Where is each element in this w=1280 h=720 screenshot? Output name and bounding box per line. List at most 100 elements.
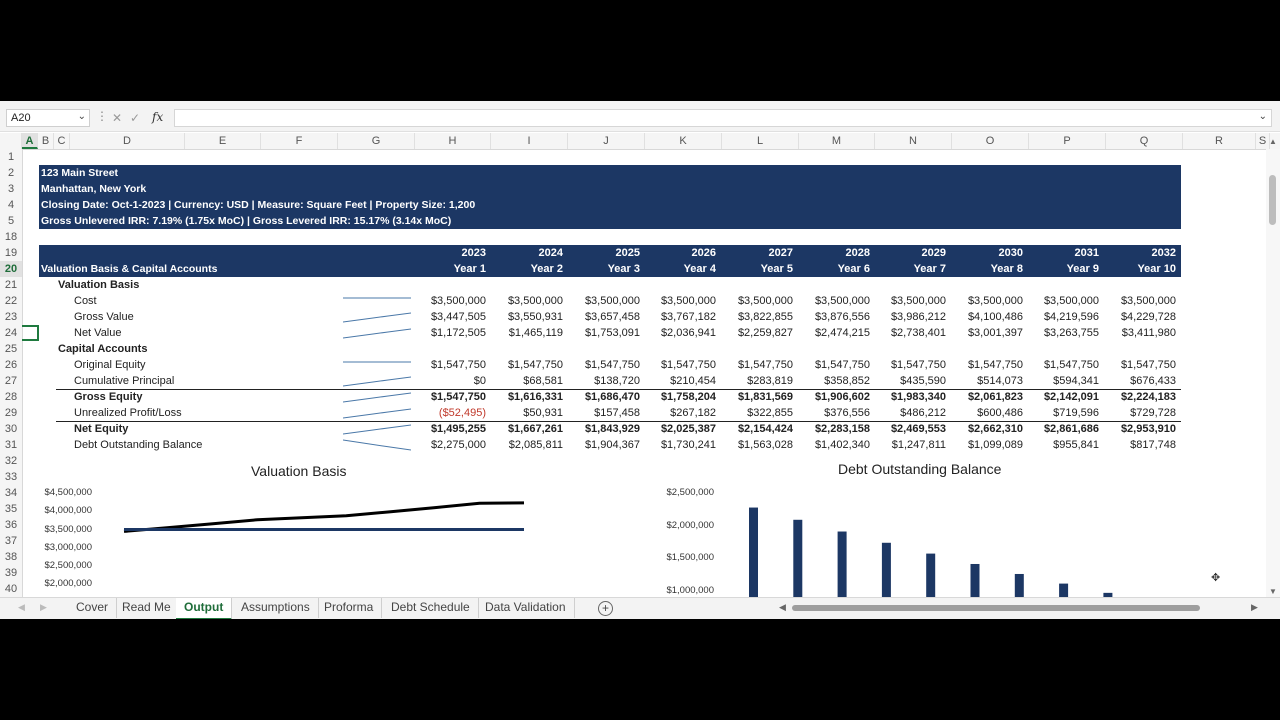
table-cell[interactable]: $50,931	[523, 407, 563, 419]
table-cell[interactable]: $3,500,000	[430, 295, 486, 307]
table-cell[interactable]: $1,172,505	[430, 327, 486, 339]
table-cell[interactable]: $2,275,000	[430, 439, 486, 451]
table-cell[interactable]: $210,454	[670, 375, 716, 387]
table-cell[interactable]: $2,662,310	[967, 423, 1023, 435]
table-cell[interactable]: $1,547,750	[660, 359, 716, 371]
column-header-r[interactable]: R	[1183, 133, 1256, 149]
table-cell[interactable]: $1,547,750	[430, 391, 486, 403]
table-cell[interactable]: $2,085,811	[508, 439, 563, 451]
table-cell[interactable]: $1,730,241	[660, 439, 716, 451]
tab-cover[interactable]: Cover	[68, 598, 118, 618]
table-cell[interactable]: $376,556	[824, 407, 870, 419]
table-cell[interactable]: $1,247,811	[891, 439, 946, 451]
row-header-21[interactable]: 21	[4, 279, 18, 291]
column-header-o[interactable]: O	[952, 133, 1029, 149]
table-cell[interactable]: $3,500,000	[1043, 295, 1099, 307]
expand-formula-icon[interactable]: ⌄	[1258, 111, 1267, 122]
table-cell[interactable]: $1,983,340	[890, 391, 946, 403]
scroll-up-icon[interactable]: ▲	[1269, 137, 1277, 146]
table-cell[interactable]: $138,720	[594, 375, 640, 387]
row-header-3[interactable]: 3	[7, 183, 15, 195]
table-cell[interactable]: $594,341	[1053, 375, 1099, 387]
add-sheet-icon[interactable]: +	[598, 601, 613, 616]
row-header-22[interactable]: 22	[4, 295, 18, 307]
formula-input[interactable]: ⌄	[174, 109, 1272, 127]
bar[interactable]	[793, 519, 803, 597]
table-cell[interactable]: $817,748	[1130, 439, 1176, 451]
row-header-35[interactable]: 35	[4, 503, 18, 515]
table-cell[interactable]: $2,861,686	[1043, 423, 1099, 435]
chevron-down-icon[interactable]: ⌄	[77, 111, 86, 122]
table-cell[interactable]: $322,855	[747, 407, 793, 419]
tab-read-me[interactable]: Read Me	[114, 598, 180, 618]
table-cell[interactable]: $2,036,941	[660, 327, 716, 339]
table-cell[interactable]: $1,667,261	[507, 423, 563, 435]
table-cell[interactable]: $2,154,424	[737, 423, 793, 435]
table-cell[interactable]: $1,099,089	[967, 439, 1023, 451]
table-cell[interactable]: $3,500,000	[660, 295, 716, 307]
table-cell[interactable]: $2,259,827	[737, 327, 793, 339]
table-cell[interactable]: $600,486	[977, 407, 1023, 419]
table-cell[interactable]: $3,876,556	[814, 311, 870, 323]
table-cell[interactable]: $157,458	[594, 407, 640, 419]
table-cell[interactable]: $955,841	[1053, 439, 1099, 451]
row-header-31[interactable]: 31	[4, 439, 18, 451]
table-cell[interactable]: $2,953,910	[1120, 423, 1176, 435]
row-header-39[interactable]: 39	[4, 567, 18, 579]
table-cell[interactable]: $3,657,458	[584, 311, 640, 323]
table-cell[interactable]: $2,738,401	[890, 327, 946, 339]
row-header-19[interactable]: 19	[4, 247, 18, 259]
table-cell[interactable]: $1,547,750	[967, 359, 1023, 371]
table-cell[interactable]: $3,500,000	[967, 295, 1023, 307]
table-cell[interactable]: $1,616,331	[507, 391, 563, 403]
table-cell[interactable]: ($52,495)	[438, 407, 486, 419]
table-cell[interactable]: $486,212	[900, 407, 946, 419]
column-header-c[interactable]: C	[54, 133, 70, 149]
table-cell[interactable]: $719,596	[1053, 407, 1099, 419]
table-cell[interactable]: $1,402,340	[814, 439, 870, 451]
table-cell[interactable]: $1,495,255	[430, 423, 486, 435]
vertical-scroll-thumb[interactable]	[1269, 175, 1276, 225]
selected-cell[interactable]	[22, 325, 39, 341]
table-cell[interactable]: $3,500,000	[1120, 295, 1176, 307]
table-cell[interactable]: $676,433	[1130, 375, 1176, 387]
table-cell[interactable]: $1,547,750	[1043, 359, 1099, 371]
column-header-a[interactable]: A	[22, 133, 38, 149]
row-header-26[interactable]: 26	[4, 359, 18, 371]
table-cell[interactable]: $2,283,158	[814, 423, 870, 435]
table-cell[interactable]: $1,547,750	[430, 359, 486, 371]
table-cell[interactable]: $1,906,602	[814, 391, 870, 403]
table-cell[interactable]: $1,843,929	[584, 423, 640, 435]
table-cell[interactable]: $3,500,000	[584, 295, 640, 307]
horizontal-scrollbar[interactable]	[790, 603, 1260, 613]
row-header-36[interactable]: 36	[4, 519, 18, 531]
table-cell[interactable]: $729,728	[1130, 407, 1176, 419]
bar[interactable]	[1059, 583, 1069, 597]
column-header-j[interactable]: J	[568, 133, 645, 149]
horizontal-scroll-thumb[interactable]	[792, 605, 1200, 611]
column-header-d[interactable]: D	[70, 133, 185, 149]
sheet-grid[interactable]: 123 Main Street Manhattan, New York Clos…	[22, 149, 1280, 597]
table-cell[interactable]: $1,547,750	[737, 359, 793, 371]
row-header-27[interactable]: 27	[4, 375, 18, 387]
row-header-37[interactable]: 37	[4, 535, 18, 547]
table-cell[interactable]: $514,073	[977, 375, 1023, 387]
table-cell[interactable]: $3,767,182	[660, 311, 716, 323]
table-cell[interactable]: $3,447,505	[430, 311, 486, 323]
table-cell[interactable]: $1,547,750	[1120, 359, 1176, 371]
column-header-i[interactable]: I	[491, 133, 568, 149]
column-header-m[interactable]: M	[799, 133, 875, 149]
name-box[interactable]: A20 ⌄	[6, 109, 90, 127]
column-header-p[interactable]: P	[1029, 133, 1106, 149]
table-cell[interactable]: $1,547,750	[890, 359, 946, 371]
bar[interactable]	[749, 507, 758, 597]
table-cell[interactable]: $3,986,212	[890, 311, 946, 323]
table-cell[interactable]: $1,753,091	[584, 327, 640, 339]
confirm-icon[interactable]: ✓	[130, 111, 141, 125]
table-cell[interactable]: $1,547,750	[584, 359, 640, 371]
table-cell[interactable]: $2,025,387	[660, 423, 716, 435]
row-header-32[interactable]: 32	[4, 455, 18, 467]
table-cell[interactable]: $3,500,000	[737, 295, 793, 307]
table-cell[interactable]: $1,547,750	[814, 359, 870, 371]
row-header-25[interactable]: 25	[4, 343, 18, 355]
